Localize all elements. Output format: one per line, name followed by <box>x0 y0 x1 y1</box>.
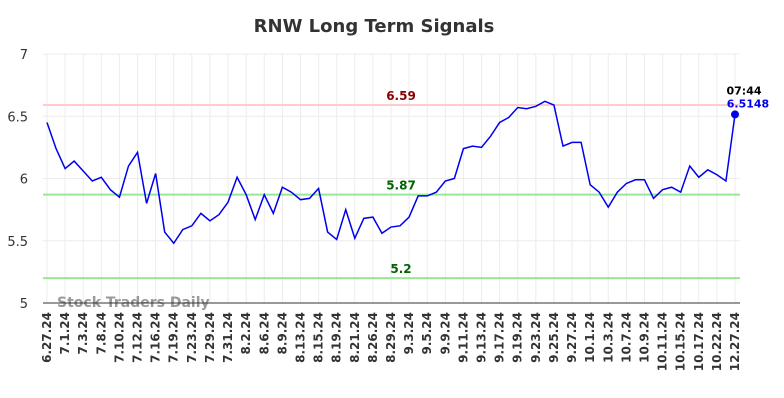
x-tick-label: 8.2.24 <box>239 312 253 355</box>
y-tick-label: 5 <box>20 297 28 312</box>
x-tick-label: 6.27.24 <box>40 312 54 363</box>
x-tick-label: 8.29.24 <box>384 312 398 363</box>
x-tick-label: 7.3.24 <box>76 312 90 355</box>
x-tick-label: 8.6.24 <box>257 312 271 355</box>
x-tick-label: 9.17.24 <box>493 312 507 363</box>
signal-label: 6.59 <box>386 89 416 103</box>
x-tick-label: 10.15.24 <box>674 312 688 371</box>
x-tick-label: 8.26.24 <box>366 312 380 363</box>
last-time-label: 07:44 <box>726 84 761 97</box>
x-tick-label: 9.13.24 <box>475 312 489 363</box>
x-tick-label: 10.7.24 <box>619 312 633 363</box>
x-tick-label: 10.9.24 <box>637 312 651 363</box>
x-tick-label: 9.23.24 <box>529 312 543 363</box>
x-tick-label: 8.13.24 <box>293 312 307 363</box>
x-tick-label: 8.15.24 <box>312 312 326 363</box>
x-tick-label: 7.16.24 <box>149 312 163 363</box>
y-tick-label: 6.5 <box>7 110 28 125</box>
x-tick-label: 8.21.24 <box>348 312 362 363</box>
price-line <box>46 100 736 245</box>
x-tick-label: 7.1.24 <box>58 312 72 355</box>
x-tick-label: 9.25.24 <box>547 312 561 363</box>
x-tick-label: 10.1.24 <box>583 312 597 363</box>
x-tick-label: 7.8.24 <box>94 312 108 355</box>
chart-title: RNW Long Term Signals <box>254 16 495 37</box>
x-tick-label: 7.10.24 <box>112 312 126 363</box>
x-tick-label: 9.19.24 <box>511 312 525 363</box>
signal-label: 5.2 <box>390 262 411 276</box>
x-tick-label: 10.3.24 <box>601 312 615 363</box>
x-tick-label: 10.22.24 <box>710 312 724 371</box>
x-tick-label: 9.27.24 <box>565 312 579 363</box>
signal-label: 5.87 <box>386 179 416 193</box>
x-tick-label: 9.11.24 <box>456 312 470 363</box>
x-tick-label: 7.29.24 <box>203 312 217 363</box>
x-tick-label: 9.3.24 <box>402 312 416 355</box>
x-tick-label: 7.31.24 <box>221 312 235 363</box>
x-tick-label: 7.12.24 <box>131 312 145 363</box>
x-tick-label: 7.23.24 <box>185 312 199 363</box>
x-tick-label: 10.11.24 <box>656 312 670 371</box>
x-tick-label: 8.19.24 <box>330 312 344 363</box>
x-tick-label: 7.19.24 <box>167 312 181 363</box>
last-point <box>731 110 739 119</box>
y-tick-label: 5.5 <box>7 235 28 250</box>
y-tick-label: 7 <box>20 48 28 63</box>
x-tick-label: 9.9.24 <box>438 312 452 355</box>
x-tick-label: 12.27.24 <box>728 312 742 371</box>
y-tick-label: 6 <box>20 173 28 188</box>
x-tick-label: 8.9.24 <box>275 312 289 355</box>
last-value-label: 6.5148 <box>727 97 769 110</box>
x-tick-label: 9.5.24 <box>420 312 434 355</box>
x-tick-label: 10.17.24 <box>692 312 706 371</box>
